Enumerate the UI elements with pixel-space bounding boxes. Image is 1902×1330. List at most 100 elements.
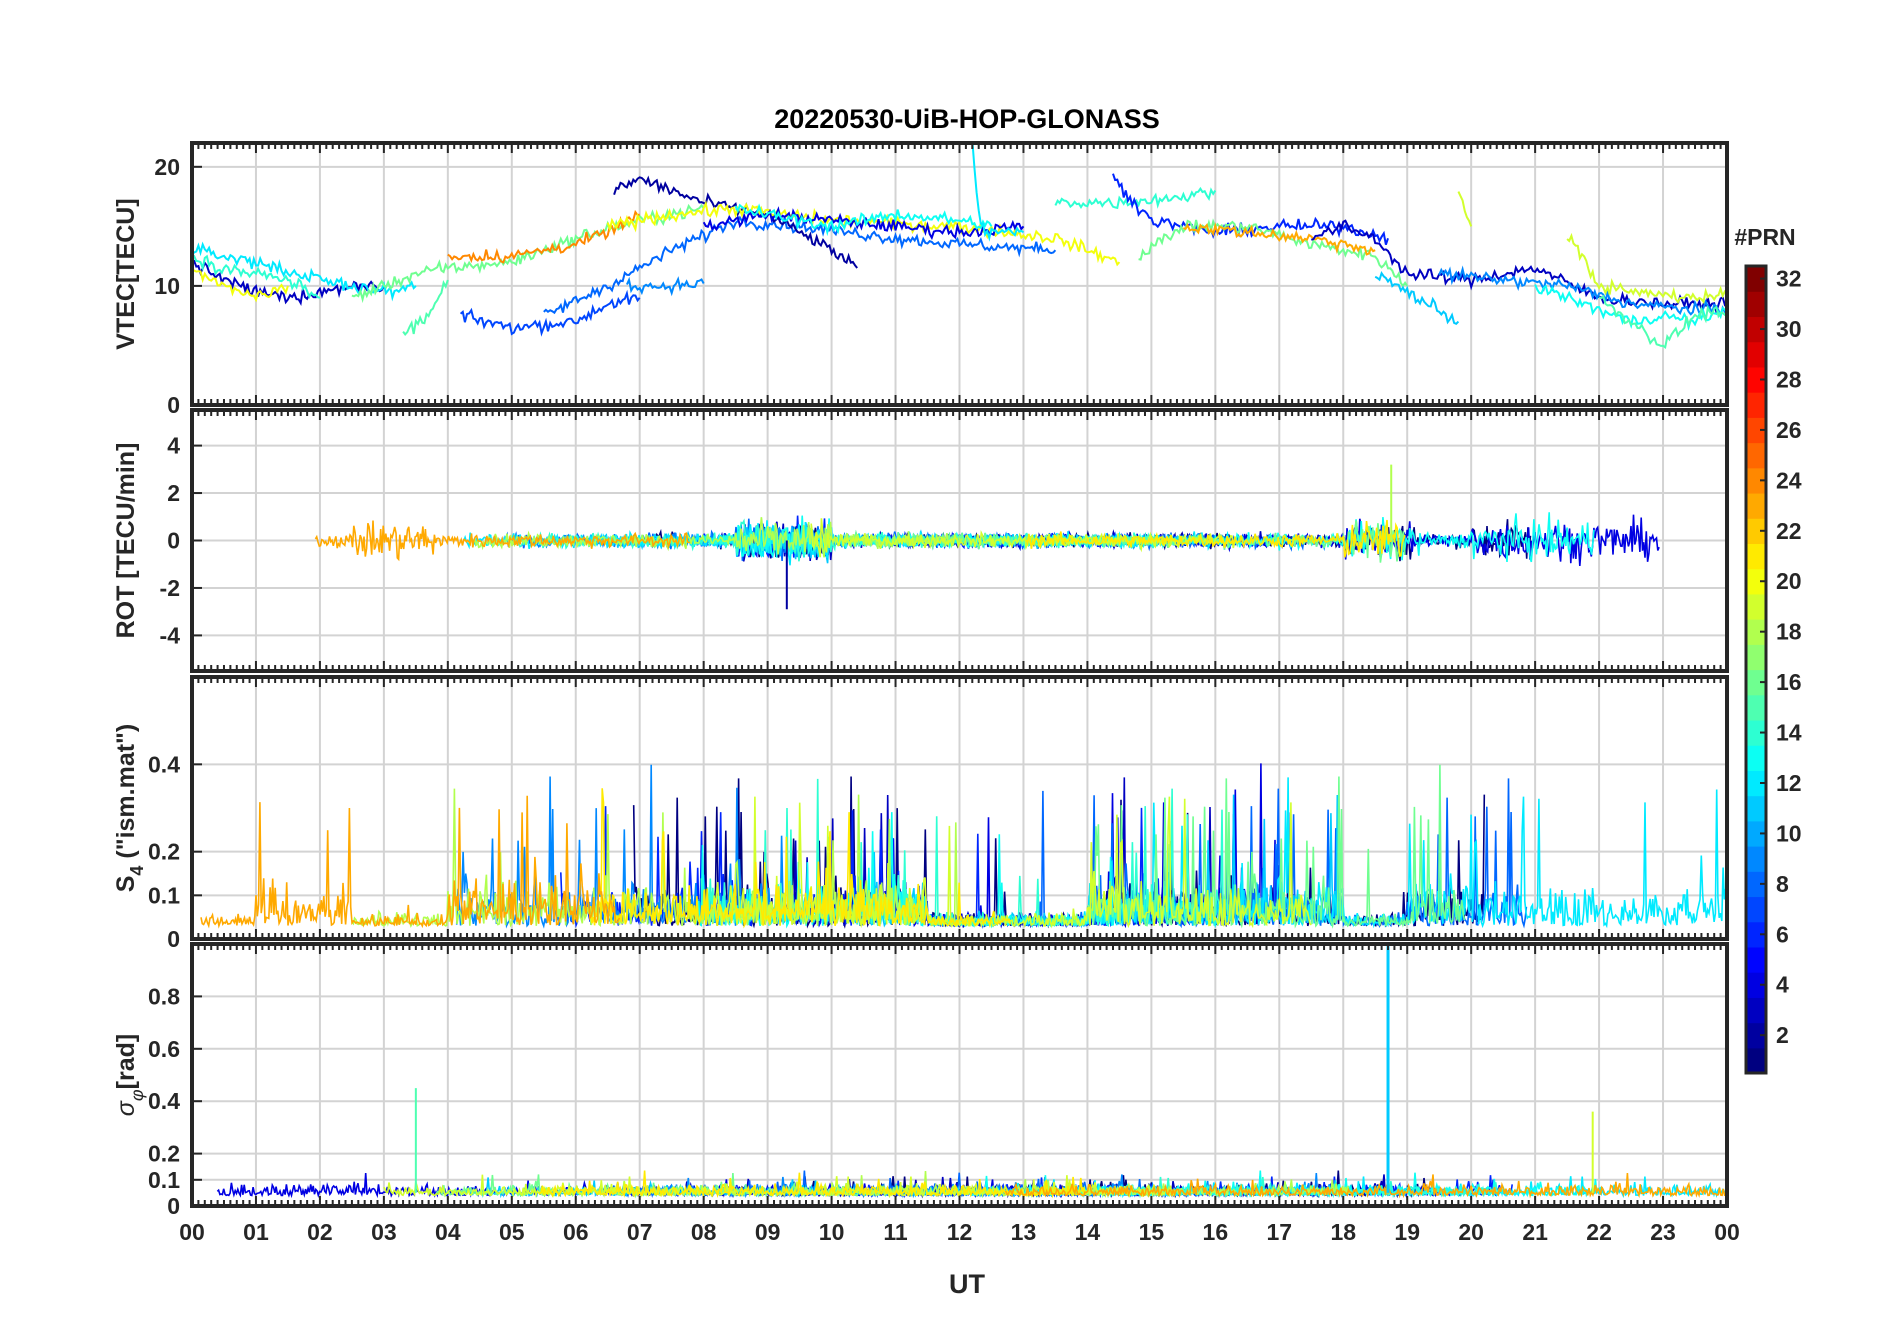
panel-sigma_phi: 00.10.2 0.4 0.6 0.8σφ[rad] xyxy=(112,942,1729,1219)
series-prn-14 xyxy=(1054,186,1217,210)
x-tick-label: 00 xyxy=(1714,1219,1740,1245)
x-tick-label: 23 xyxy=(1650,1219,1676,1245)
series-prn-21 xyxy=(1025,519,1406,558)
colorbar-cell xyxy=(1746,366,1766,393)
x-tick-label: 02 xyxy=(307,1219,333,1245)
colorbar-tick-label: 20 xyxy=(1776,568,1802,594)
colorbar-cell xyxy=(1746,316,1766,343)
y-tick-label: 0.4 xyxy=(148,751,180,777)
x-minor-ticks-vtec xyxy=(197,143,1722,405)
x-tick-label: 20 xyxy=(1458,1219,1484,1245)
series-prn-8 xyxy=(543,215,1057,315)
x-tick-label: 16 xyxy=(1203,1219,1229,1245)
colorbar-tick-label: 12 xyxy=(1776,770,1802,796)
series-prn-15 xyxy=(402,279,449,336)
colorbar-cell xyxy=(1746,820,1766,847)
plot-area-rot xyxy=(314,464,1660,610)
colorbar-tick-label: 10 xyxy=(1776,820,1802,846)
y-tick-label: -4 xyxy=(160,622,181,648)
y-tick-label: 0 xyxy=(167,392,180,418)
colorbar-cell xyxy=(1746,921,1766,948)
colorbar-tick-label: 30 xyxy=(1776,316,1802,342)
y-axis-label-sigma_phi: σφ[rad] xyxy=(112,1034,147,1116)
x-tick-label: 00 xyxy=(179,1219,205,1245)
y-tick-label: 4 xyxy=(167,433,180,459)
series-prn-23 xyxy=(1004,1173,1727,1199)
colorbar-cell xyxy=(1746,341,1766,368)
colorbar-title: #PRN xyxy=(1734,224,1795,250)
y-tick-label: -2 xyxy=(160,575,180,601)
colorbar-cell xyxy=(1746,719,1766,746)
colorbar-cell xyxy=(1746,467,1766,494)
x-tick-label: 12 xyxy=(947,1219,973,1245)
colorbar-cell xyxy=(1746,266,1766,292)
y-axis-label-s4: S4 ("ism.mat") xyxy=(112,724,147,893)
x-tick-label: 14 xyxy=(1075,1219,1101,1245)
colorbar-tick-label: 2 xyxy=(1776,1022,1789,1048)
colorbar-box xyxy=(1744,264,1768,1075)
x-tick-label: 06 xyxy=(563,1219,589,1245)
x-tick-label: 21 xyxy=(1522,1219,1548,1245)
y-axis-label-rot: ROT [TECU/min] xyxy=(112,443,140,639)
series-prn-23 xyxy=(200,795,621,929)
y-tick-label: 20 xyxy=(154,154,180,180)
colorbar-tick-label: 6 xyxy=(1776,921,1789,947)
series-prn-19 xyxy=(1457,191,1473,227)
x-tick-label: 18 xyxy=(1330,1219,1356,1245)
y-tick-label: 0 xyxy=(167,1193,180,1219)
y-tick-label: 0.1 xyxy=(148,1167,180,1193)
colorbar-tick-label: 22 xyxy=(1776,518,1802,544)
colorbar-cell xyxy=(1746,492,1766,519)
colorbar-cell xyxy=(1746,619,1766,645)
y-axis-label-vtec: VTEC[TECU] xyxy=(112,198,140,349)
plot-area-sigma_phi xyxy=(216,944,1727,1199)
colorbar-tick-label: 24 xyxy=(1776,467,1802,493)
y-tick-label: 0.2 xyxy=(148,839,180,865)
series-prn-23 xyxy=(314,520,691,562)
colorbar-cell xyxy=(1746,392,1766,418)
grid-sigma_phi xyxy=(192,944,1727,1206)
x-tick-label: 08 xyxy=(691,1219,717,1245)
x-tick-label: 19 xyxy=(1394,1219,1420,1245)
y-tick-label: 0.1 xyxy=(148,882,180,908)
series-prn-7 xyxy=(459,289,641,337)
colorbar-cell xyxy=(1746,972,1766,998)
panel-rot: -4 -2 0 2 4 ROT [TECU/min] xyxy=(112,408,1729,673)
series-prn-9 xyxy=(1438,265,1727,318)
colorbar-tick-label: 28 xyxy=(1776,366,1802,392)
x-tick-labels: 00 01 02 03 04 05 06 07 08 09 10 11 12 13 14 15 16 17 18 19… xyxy=(179,1219,1740,1245)
series-prn-21 xyxy=(537,1170,1087,1199)
colorbar-tick-label: 14 xyxy=(1776,720,1802,746)
chart-title: 20220530-UiB-HOP-GLONASS xyxy=(774,104,1160,134)
colorbar-cell xyxy=(1746,417,1766,444)
x-minor-ticks-rot xyxy=(197,410,1722,671)
colorbar-cell xyxy=(1746,871,1766,898)
series-prn-20 xyxy=(606,200,1121,267)
x-tick-label: 03 xyxy=(371,1219,397,1245)
x-tick-label: 01 xyxy=(243,1219,269,1245)
y-tick-label: 10 xyxy=(154,273,180,299)
colorbar-cell xyxy=(1746,543,1766,570)
colorbar-cell xyxy=(1746,442,1766,469)
series-prn-20 xyxy=(192,268,289,303)
y-tick-label: 2 xyxy=(167,480,180,506)
y-tick-label: 0.6 xyxy=(148,1036,180,1062)
colorbar-cell xyxy=(1746,518,1766,545)
series-prn-12 xyxy=(971,143,1025,242)
series-prn-19 xyxy=(1566,232,1727,305)
plot-area-s4 xyxy=(200,763,1727,929)
series-prn-16 xyxy=(1138,218,1409,288)
colorbar-cell xyxy=(1746,593,1766,620)
colorbar-cell xyxy=(1746,846,1766,872)
series-prn-15 xyxy=(1598,294,1727,349)
series-prn-12 xyxy=(192,241,417,302)
colorbar-tick-label: 4 xyxy=(1776,972,1789,998)
x-tick-label: 22 xyxy=(1586,1219,1612,1245)
series-prn-2 xyxy=(613,175,858,269)
x-tick-label: 05 xyxy=(499,1219,525,1245)
x-tick-label: 10 xyxy=(819,1219,845,1245)
colorbar-tick-label: 8 xyxy=(1776,871,1789,897)
y-tick-label: 0.8 xyxy=(148,983,180,1009)
colorbar-cell xyxy=(1746,770,1766,797)
